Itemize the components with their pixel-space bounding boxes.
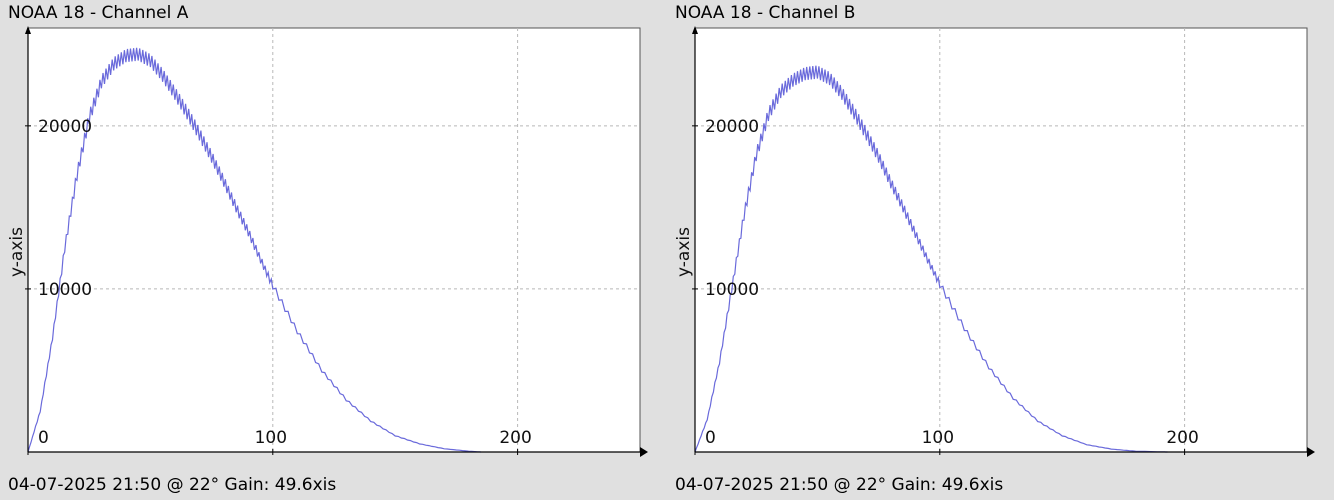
x-tick-label: 100: [922, 428, 954, 448]
y-axis-title: y-axis: [674, 227, 694, 277]
y-tick-label: 20000: [38, 117, 92, 137]
footer-text: 04-07-2025 21:50 @ 22° Gain: 49.6: [675, 475, 980, 495]
footer-status: 04-07-2025 21:50 @ 22° Gain: 49.6xis: [675, 475, 1003, 495]
x-axis-arrow: [640, 447, 648, 457]
channel-a-panel: NOAA 18 - Channel A 0 100 200 10000 20000 y-a…: [7, 3, 648, 495]
series-line: [27, 47, 481, 453]
plot-area: [27, 27, 641, 453]
y-tick-label: 10000: [38, 280, 92, 300]
y-tick-label: 20000: [705, 117, 759, 137]
channel-a-chart: 0 100 200 10000 20000 y-axis: [7, 26, 648, 457]
y-tick-label: 10000: [705, 280, 759, 300]
x-tick-label: 100: [255, 428, 287, 448]
y-axis-title: y-axis: [7, 227, 27, 277]
channel-b-panel: NOAA 18 - Channel B 0 100 200 10000 20000 y-a…: [667, 0, 1334, 500]
chart-title: NOAA 18 - Channel B: [675, 3, 856, 23]
footer-suffix: xis: [312, 475, 337, 495]
series-line: [694, 65, 1168, 453]
x-tick-label: 200: [499, 428, 531, 448]
x-axis-arrow: [1307, 447, 1315, 457]
footer-status: 04-07-2025 21:50 @ 22° Gain: 49.6xis: [8, 475, 336, 495]
x-tick-label: 0: [705, 428, 716, 448]
y-axis-arrow: [25, 26, 31, 34]
y-axis-arrow: [692, 26, 698, 34]
plot-area: [694, 27, 1308, 453]
chart-title: NOAA 18 - Channel A: [8, 3, 189, 23]
channel-b-chart: 0 100 200 10000 20000 y-axis: [674, 26, 1315, 457]
x-tick-label: 0: [38, 428, 49, 448]
footer-suffix: xis: [979, 475, 1004, 495]
footer-text: 04-07-2025 21:50 @ 22° Gain: 49.6: [8, 475, 313, 495]
x-tick-label: 200: [1166, 428, 1198, 448]
